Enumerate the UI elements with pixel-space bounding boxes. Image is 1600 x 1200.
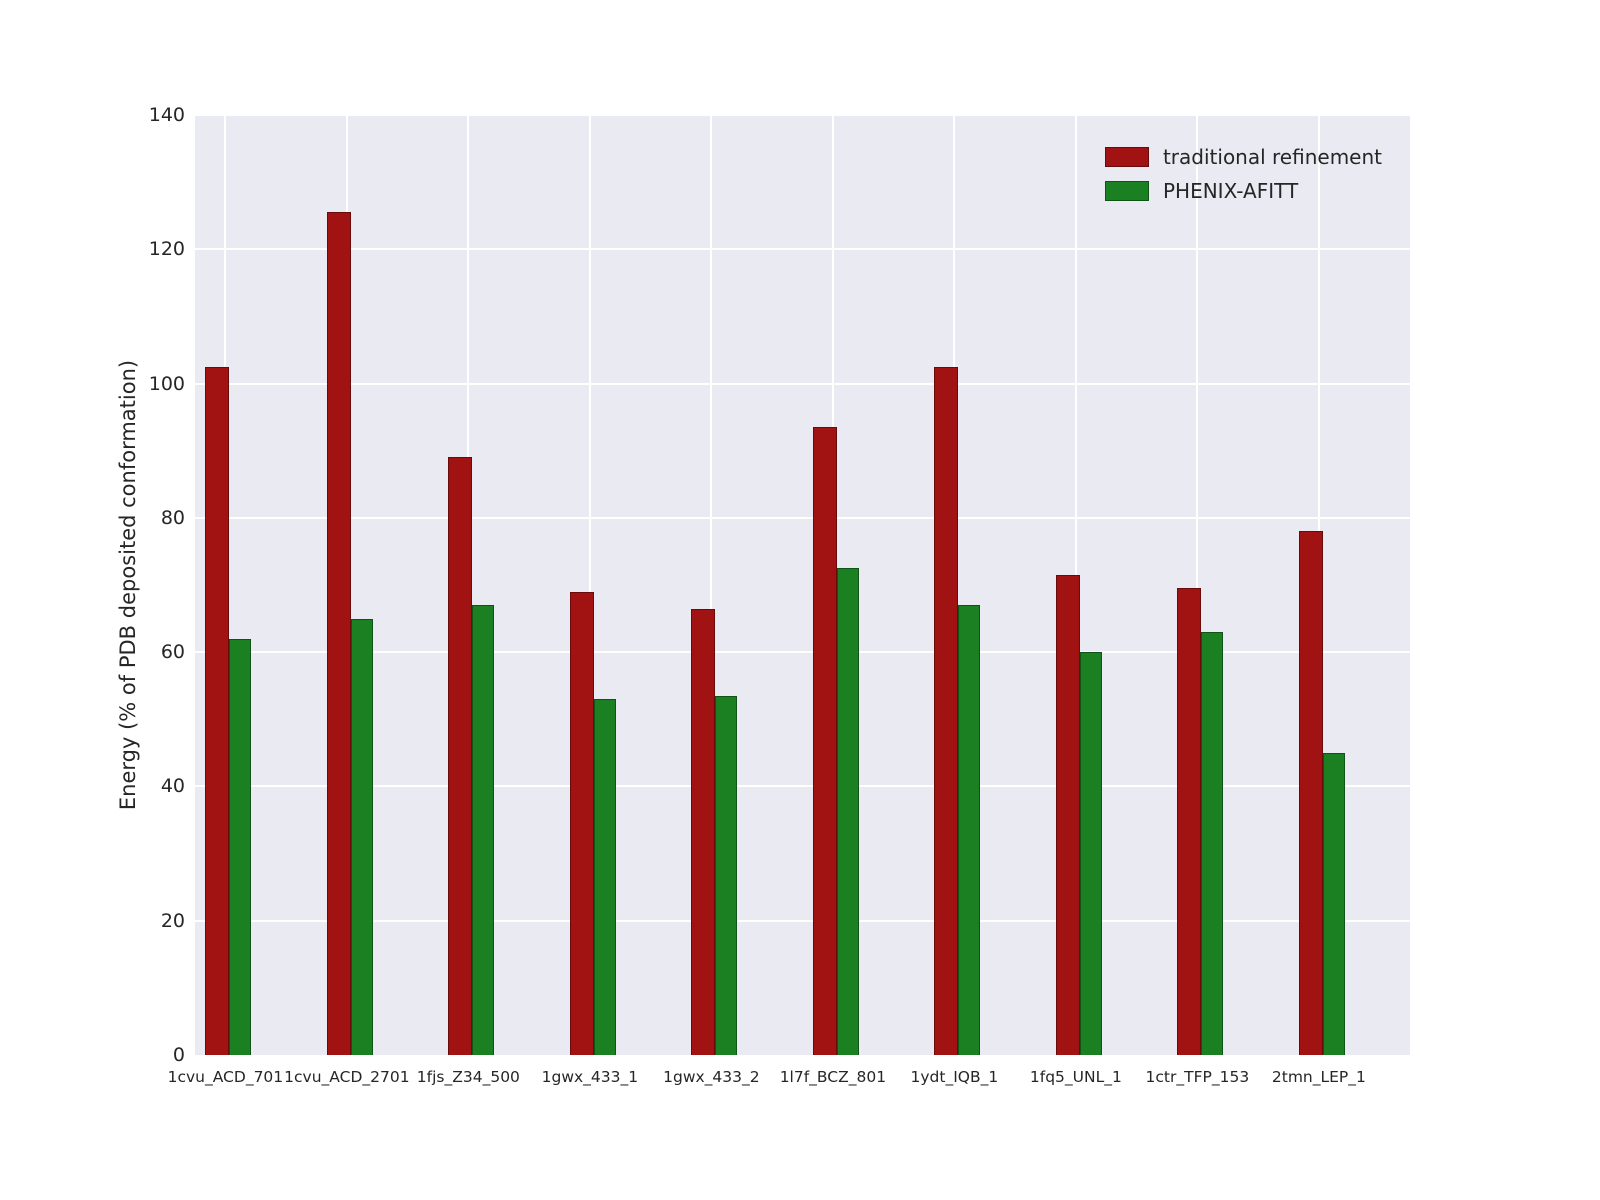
legend-swatch-phenix-afitt xyxy=(1104,181,1149,201)
v-gridline xyxy=(710,115,713,1055)
h-gridline xyxy=(195,382,1410,385)
x-tick-label: 2tmn_LEP_1 xyxy=(1271,1068,1366,1086)
bar-phenix-afitt xyxy=(350,618,373,1055)
legend: traditional refinement PHENIX-AFITT xyxy=(1095,129,1392,219)
y-tick-label: 100 xyxy=(148,372,185,395)
y-axis-label: Energy (% of PDB deposited conformation) xyxy=(116,359,140,811)
y-tick-label: 140 xyxy=(148,104,185,126)
plot-area: traditional refinement PHENIX-AFITT xyxy=(195,114,1410,1055)
bar-phenix-afitt xyxy=(715,695,738,1055)
h-gridline xyxy=(195,248,1410,251)
legend-item: traditional refinement xyxy=(1104,145,1382,169)
bar-traditional xyxy=(569,591,594,1055)
legend-label: PHENIX-AFITT xyxy=(1162,179,1299,203)
y-tick-label: 40 xyxy=(160,775,185,798)
x-tick-label: 1cvu_ACD_2701 xyxy=(284,1068,410,1086)
bar-traditional xyxy=(812,427,837,1055)
legend-label: traditional refinement xyxy=(1162,145,1382,169)
x-tick-label: 1cvu_ACD_701 xyxy=(167,1068,284,1086)
y-tick-label: 20 xyxy=(160,909,185,932)
h-gridline xyxy=(195,651,1410,654)
h-gridline xyxy=(195,785,1410,788)
v-gridline xyxy=(1196,115,1199,1055)
bar-phenix-afitt xyxy=(593,699,616,1055)
bar-traditional xyxy=(205,366,230,1055)
bar-phenix-afitt xyxy=(229,638,252,1055)
bar-traditional xyxy=(1055,574,1080,1055)
bar-traditional xyxy=(1177,588,1202,1055)
x-tick-label: 1ctr_TFP_153 xyxy=(1145,1068,1250,1086)
legend-swatch-traditional xyxy=(1104,147,1149,167)
bar-phenix-afitt xyxy=(472,605,495,1055)
x-tick-label: 1gwx_433_1 xyxy=(541,1068,639,1086)
bar-traditional xyxy=(691,608,716,1055)
bar-phenix-afitt xyxy=(1201,632,1224,1055)
h-gridline xyxy=(195,114,1410,116)
legend-item: PHENIX-AFITT xyxy=(1104,179,1382,203)
x-tick-label: 1l7f_BCZ_801 xyxy=(779,1068,887,1086)
bar-traditional xyxy=(934,366,959,1055)
bar-phenix-afitt xyxy=(1079,652,1102,1055)
bar-traditional xyxy=(1298,531,1323,1055)
y-tick-label: 60 xyxy=(160,641,185,664)
h-gridline xyxy=(195,919,1410,922)
x-tick-label: 1fq5_UNL_1 xyxy=(1029,1068,1122,1086)
x-tick-label: 1fjs_Z34_500 xyxy=(416,1068,520,1086)
v-gridline xyxy=(588,115,591,1055)
bar-phenix-afitt xyxy=(1322,752,1345,1055)
bar-traditional xyxy=(448,457,473,1055)
bar-phenix-afitt xyxy=(836,568,859,1055)
x-tick-label: 1ydt_IQB_1 xyxy=(910,1068,999,1086)
y-tick-label: 80 xyxy=(160,506,185,529)
h-gridline xyxy=(195,516,1410,519)
bar-traditional xyxy=(326,212,351,1055)
bar-phenix-afitt xyxy=(958,605,981,1055)
x-tick-label: 1gwx_433_2 xyxy=(663,1068,760,1086)
y-tick-label: 0 xyxy=(172,1044,185,1066)
y-tick-label: 120 xyxy=(148,238,185,261)
